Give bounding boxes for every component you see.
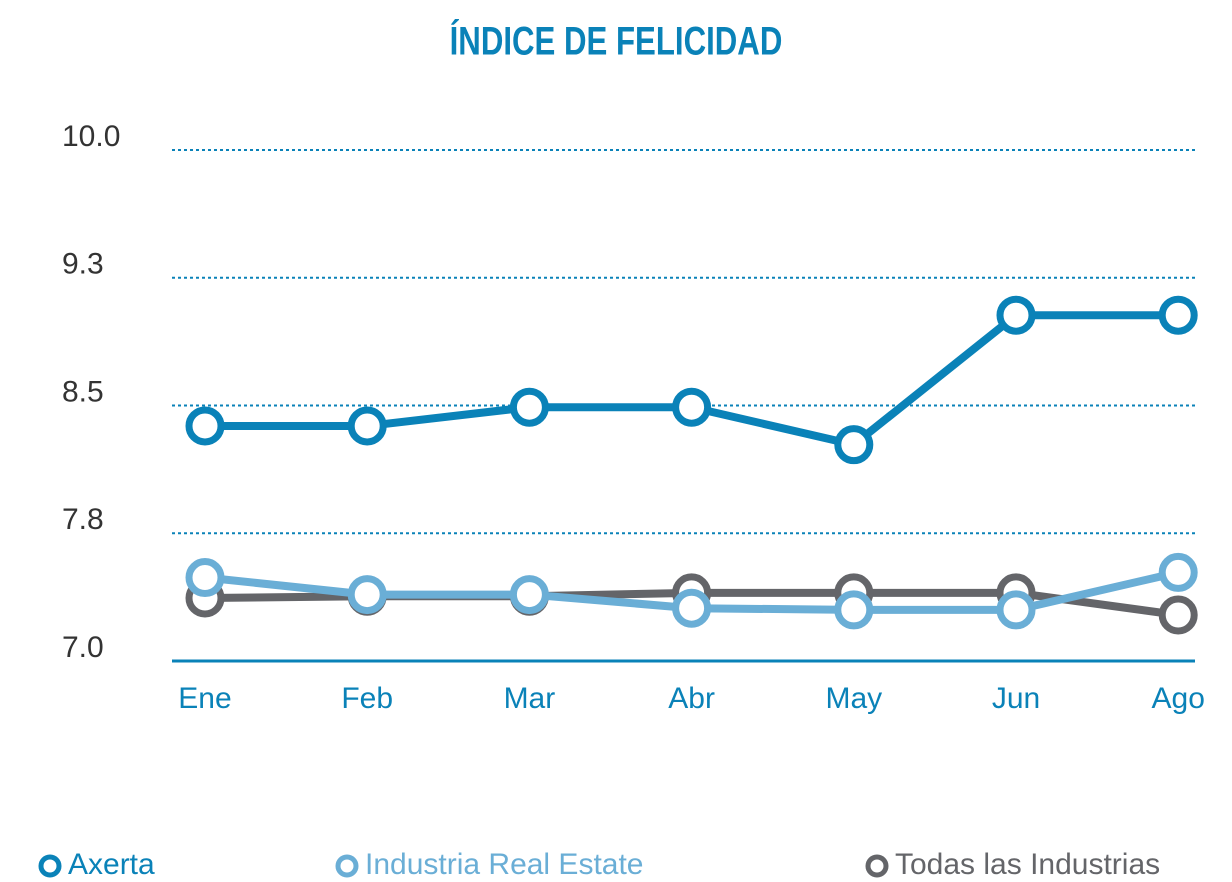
point <box>1158 595 1198 635</box>
legend-label: Todas las Industrias <box>895 848 1160 881</box>
x-tick-label: Ene <box>178 682 231 715</box>
legend-marker <box>865 854 889 878</box>
x-tick-label: Mar <box>504 682 556 715</box>
x-tick-label: May <box>825 682 882 715</box>
x-tick-label: Jun <box>992 682 1040 715</box>
point <box>672 387 712 427</box>
point <box>185 558 225 598</box>
point <box>347 406 387 446</box>
x-tick-label: Ago <box>1152 682 1205 715</box>
point <box>672 588 712 628</box>
point <box>1158 552 1198 592</box>
point <box>996 295 1036 335</box>
y-tick-label: 7.0 <box>62 631 104 664</box>
point <box>347 575 387 615</box>
point <box>509 387 549 427</box>
x-tick-label: Feb <box>341 682 393 715</box>
point <box>1158 295 1198 335</box>
legend-label: Axerta <box>68 848 155 881</box>
point <box>996 590 1036 630</box>
point <box>834 590 874 630</box>
y-tick-label: 9.3 <box>62 248 104 281</box>
y-tick-label: 7.8 <box>62 503 104 536</box>
point <box>185 406 225 446</box>
y-tick-label: 10.0 <box>62 120 120 153</box>
chart-title: ÍNDICE DE FELICIDAD <box>450 19 783 64</box>
legend-label: Industria Real Estate <box>365 848 643 881</box>
y-tick-label: 8.5 <box>62 375 104 408</box>
point <box>509 575 549 615</box>
legend-marker <box>335 854 359 878</box>
legend-marker <box>38 854 62 878</box>
x-tick-label: Abr <box>668 682 715 715</box>
point <box>834 425 874 465</box>
